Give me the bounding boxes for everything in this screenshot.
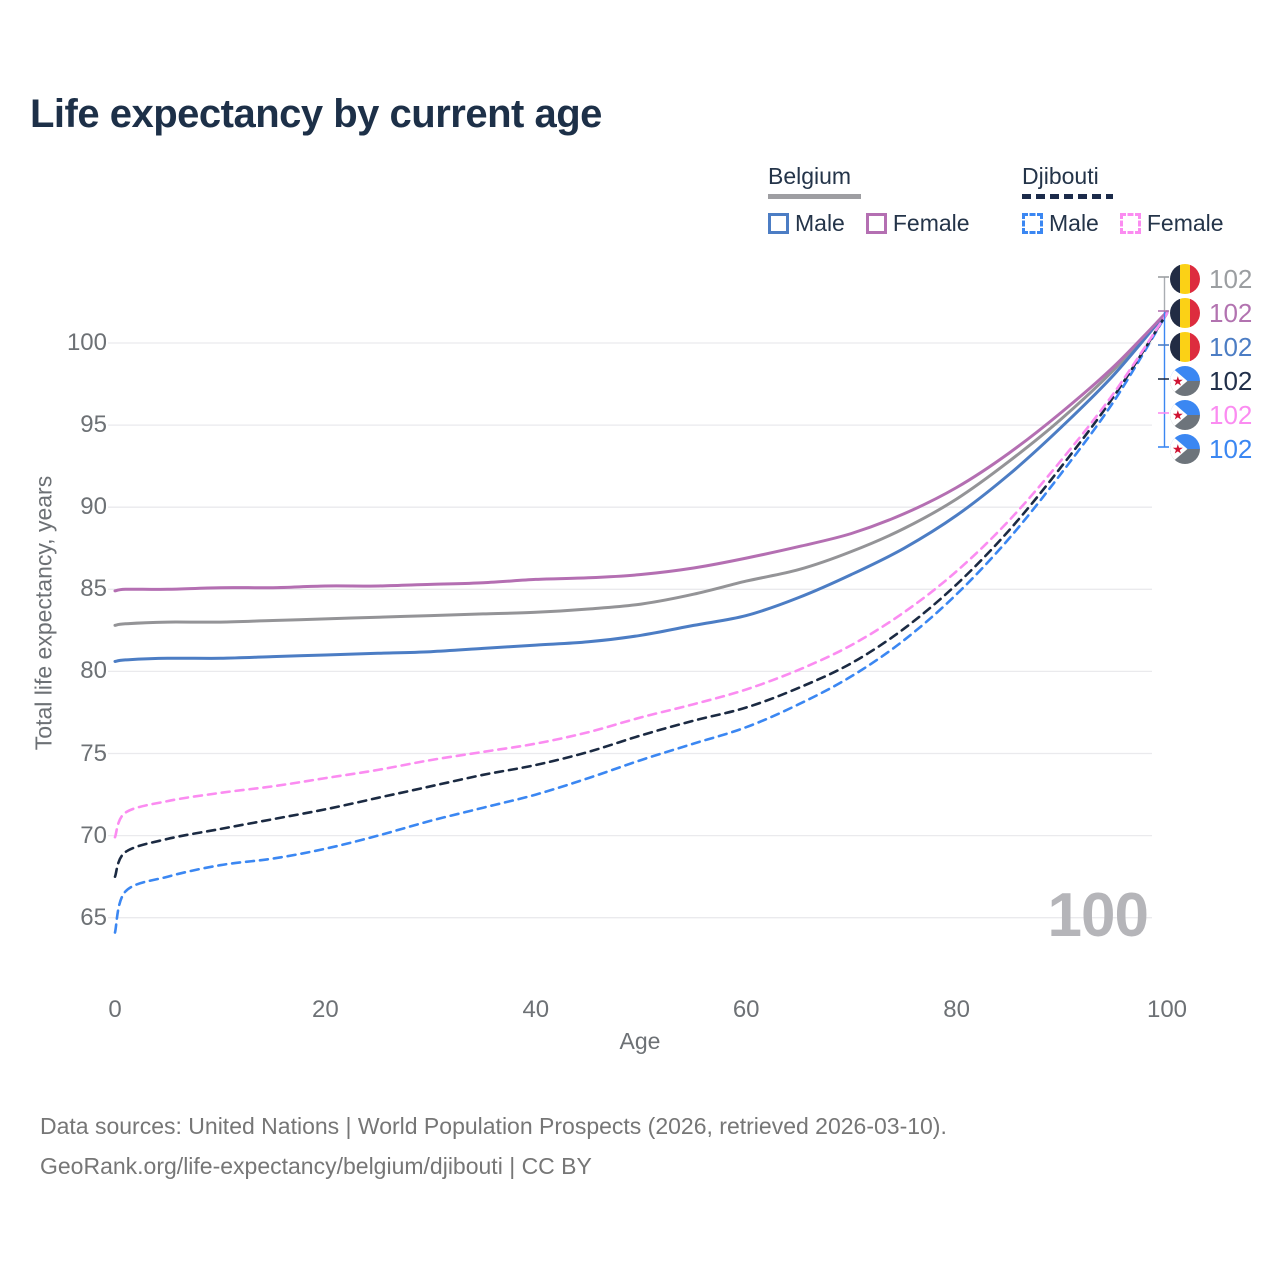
- flag-star-icon: ★: [1172, 441, 1184, 457]
- series-line-djibouti-male: [113, 312, 1169, 934]
- series-end-value: 102: [1209, 297, 1253, 328]
- series-end-label-row-belgium-female: 102: [1170, 296, 1252, 330]
- legend-swatch-belgium-female[interactable]: [865, 213, 887, 234]
- x-tick-label-80: 80: [943, 996, 970, 1023]
- y-tick-label-90: 90: [80, 493, 107, 521]
- legend-group-belgium: Belgium Male Female: [768, 163, 991, 237]
- series-end-label-row-djibouti-female: ★ 102: [1170, 398, 1252, 432]
- y-tick-label-85: 85: [80, 575, 107, 603]
- y-tick-label-75: 75: [80, 739, 107, 767]
- series-end-value: 102: [1209, 365, 1253, 396]
- age-watermark: 100: [1047, 881, 1149, 950]
- series-line-belgium-both-sexes: [113, 310, 1169, 627]
- legend-group-djibouti: Djibouti Male Female: [1022, 163, 1245, 237]
- x-axis-title: Age: [619, 1028, 661, 1054]
- legend-label-djibouti-female[interactable]: Female: [1146, 210, 1224, 236]
- y-tick-label-80: 80: [80, 657, 107, 685]
- x-tick-label-60: 60: [732, 996, 760, 1023]
- djibouti-flag-icon: ★: [1170, 366, 1200, 396]
- series-end-value: 102: [1209, 433, 1253, 464]
- legend-label-belgium-female[interactable]: Female: [892, 210, 970, 236]
- series-line-belgium-female: [113, 310, 1169, 593]
- x-tick-label-20: 20: [312, 996, 339, 1023]
- series-end-label-row-djibouti-both-sexes: ★ 102: [1170, 364, 1252, 398]
- x-tick-label-40: 40: [522, 996, 550, 1023]
- djibouti-flag-icon: ★: [1170, 400, 1200, 430]
- y-tick-label-65: 65: [80, 903, 107, 931]
- y-axis-title: Total life expectancy, years: [30, 475, 57, 751]
- page-title: Life expectancy by current age: [30, 92, 602, 136]
- series-end-value: 102: [1209, 399, 1253, 430]
- footer-attribution-link[interactable]: GeoRank.org/life-expectancy/belgium/djib…: [40, 1153, 592, 1180]
- legend-underline-belgium-solid: [768, 194, 861, 199]
- legend-underline-djibouti-dashed: [1022, 194, 1113, 199]
- series-end-label-row-belgium-male: 102: [1170, 330, 1252, 364]
- djibouti-flag-icon: ★: [1170, 434, 1200, 464]
- flag-star-icon: ★: [1172, 373, 1184, 389]
- flag-star-icon: ★: [1172, 407, 1184, 423]
- legend-country-djibouti[interactable]: Djibouti: [1022, 163, 1099, 189]
- belgium-flag-icon: [1170, 264, 1200, 294]
- series-line-djibouti-both-sexes: [113, 312, 1169, 878]
- series-end-label-row-djibouti-male: ★ 102: [1170, 432, 1252, 466]
- y-tick-label-95: 95: [80, 411, 107, 439]
- x-tick-label-100: 100: [1146, 996, 1188, 1023]
- legend-label-djibouti-male[interactable]: Male: [1049, 210, 1099, 236]
- y-tick-label-100: 100: [66, 329, 107, 356]
- legend-swatch-djibouti-female[interactable]: [1119, 213, 1141, 234]
- series-end-value: 102: [1209, 263, 1253, 294]
- series-end-value: 102: [1209, 331, 1253, 362]
- series-line-djibouti-female: [113, 312, 1169, 839]
- belgium-flag-icon: [1170, 332, 1200, 362]
- footer: Data sources: United Nations | World Pop…: [40, 1106, 947, 1187]
- legend-swatch-djibouti-male[interactable]: [1022, 213, 1043, 234]
- legend-label-belgium-male[interactable]: Male: [795, 210, 845, 236]
- x-tick-label-0: 0: [108, 996, 122, 1023]
- footer-data-sources: Data sources: United Nations | World Pop…: [40, 1113, 947, 1139]
- legend-country-belgium[interactable]: Belgium: [768, 163, 852, 189]
- y-tick-label-70: 70: [80, 821, 107, 849]
- series-line-belgium-male: [113, 310, 1169, 663]
- series-end-label-row-belgium-both-sexes: 102: [1170, 262, 1252, 296]
- belgium-flag-icon: [1170, 298, 1200, 328]
- legend-swatch-belgium-male[interactable]: [768, 213, 789, 234]
